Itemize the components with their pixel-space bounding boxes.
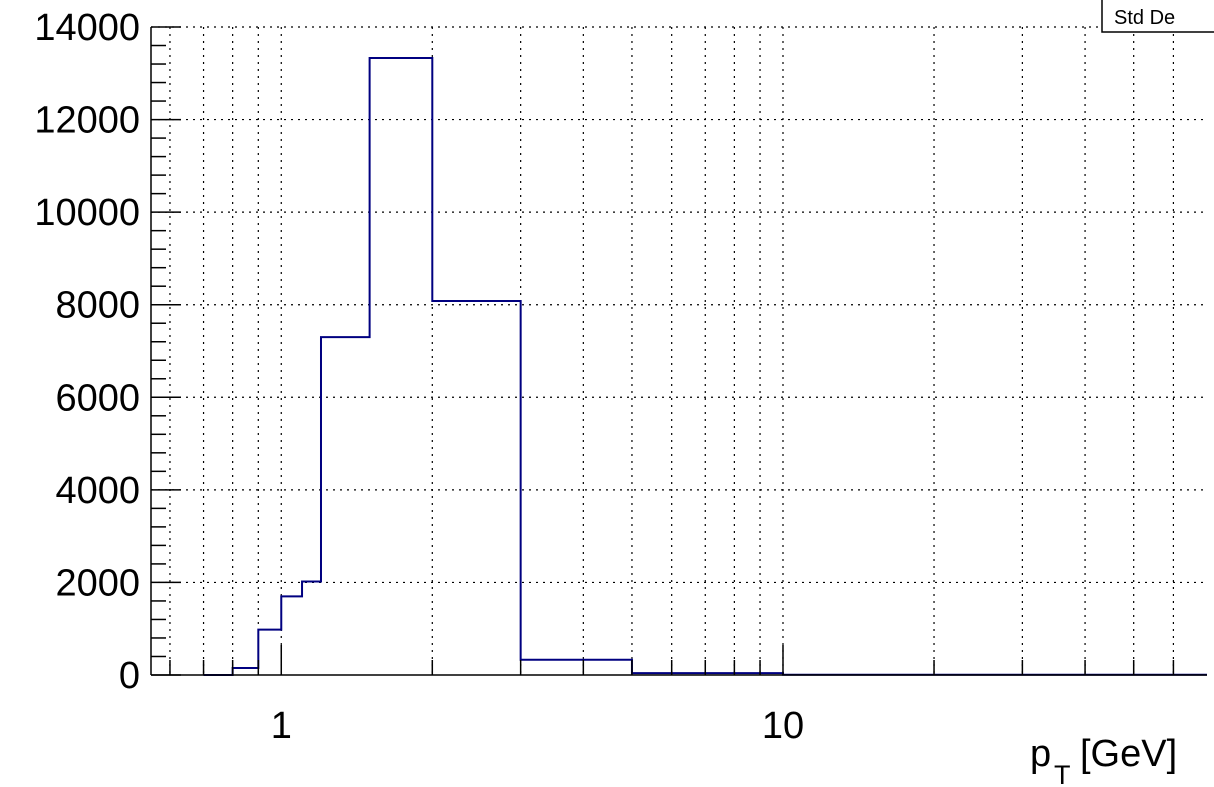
y-tick-labels: 0 2000 4000 6000 8000 10000 12000 14000	[34, 7, 140, 697]
x-tick-label: 1	[271, 705, 292, 747]
y-tick-label: 0	[119, 655, 140, 697]
y-tick-label: 4000	[55, 470, 140, 512]
x-axis-title-main: p	[1030, 733, 1051, 775]
y-tick-label: 14000	[34, 7, 140, 49]
x-tick-label: 10	[762, 705, 804, 747]
axes	[150, 26, 1207, 676]
y-tick-label: 2000	[55, 562, 140, 604]
grid-lines	[151, 26, 1207, 675]
stats-box: Std De	[1101, 0, 1214, 33]
y-tick-label: 10000	[34, 192, 140, 234]
x-axis-title-unit: [GeV]	[1080, 733, 1177, 775]
y-tick-label: 6000	[55, 377, 140, 419]
stats-box-frame	[1101, 0, 1214, 33]
x-tick-labels: 1 10	[271, 705, 804, 747]
y-tick-label: 8000	[55, 285, 140, 327]
y-tick-label: 12000	[34, 100, 140, 142]
x-axis-title-subscript: T	[1054, 760, 1071, 787]
stats-box-label: Std De	[1114, 7, 1175, 29]
x-axis-title: p T [GeV]	[1030, 733, 1177, 787]
